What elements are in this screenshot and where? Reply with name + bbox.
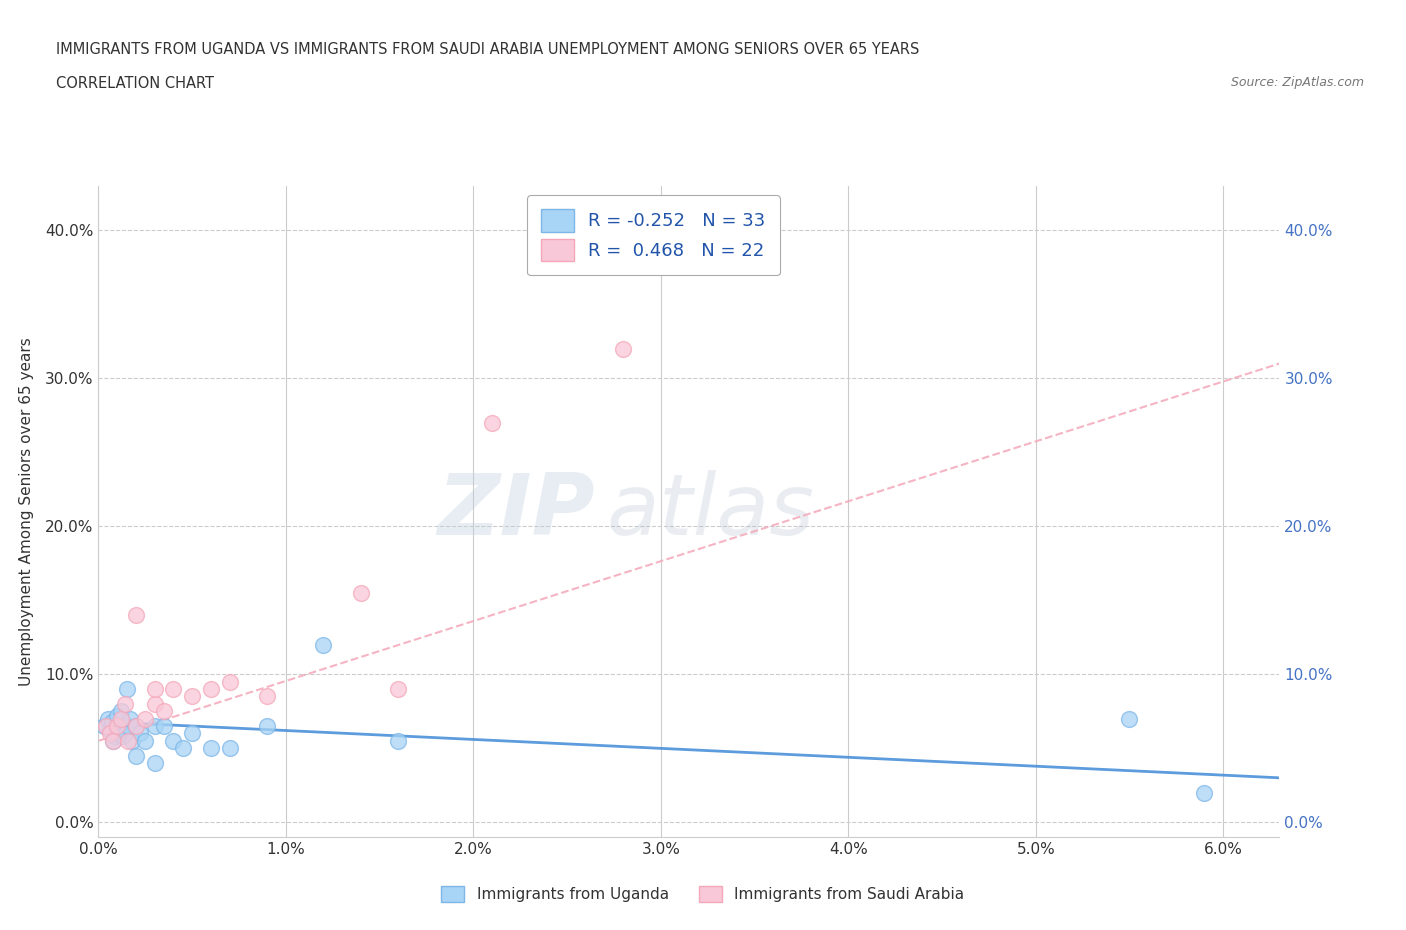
Point bbox=[105, 719, 128, 734]
Point bbox=[103, 734, 125, 749]
Point bbox=[110, 704, 132, 719]
Point bbox=[153, 704, 176, 719]
Point bbox=[181, 726, 204, 741]
Point bbox=[125, 748, 148, 763]
Text: Source: ZipAtlas.com: Source: ZipAtlas.com bbox=[1230, 76, 1364, 89]
Point bbox=[100, 714, 122, 729]
Point bbox=[481, 416, 503, 431]
Point bbox=[256, 719, 278, 734]
Point bbox=[134, 711, 156, 726]
Point bbox=[97, 711, 120, 726]
Point bbox=[1194, 785, 1216, 800]
Point bbox=[117, 734, 139, 749]
Point bbox=[153, 719, 176, 734]
Point bbox=[121, 734, 143, 749]
Point bbox=[162, 682, 184, 697]
Point bbox=[143, 697, 166, 711]
Point bbox=[387, 734, 409, 749]
Point bbox=[387, 682, 409, 697]
Point bbox=[200, 682, 222, 697]
Point bbox=[200, 741, 222, 756]
Point bbox=[98, 726, 121, 741]
Point bbox=[111, 729, 134, 744]
Point bbox=[143, 755, 166, 770]
Point bbox=[143, 682, 166, 697]
Point bbox=[612, 341, 634, 356]
Point bbox=[115, 682, 138, 697]
Point bbox=[114, 726, 136, 741]
Point bbox=[1118, 711, 1140, 726]
Point bbox=[105, 709, 128, 724]
Point bbox=[93, 719, 115, 734]
Point bbox=[143, 719, 166, 734]
Legend: Immigrants from Uganda, Immigrants from Saudi Arabia: Immigrants from Uganda, Immigrants from … bbox=[436, 880, 970, 909]
Text: ZIP: ZIP bbox=[437, 470, 595, 553]
Text: IMMIGRANTS FROM UGANDA VS IMMIGRANTS FROM SAUDI ARABIA UNEMPLOYMENT AMONG SENIOR: IMMIGRANTS FROM UGANDA VS IMMIGRANTS FRO… bbox=[56, 42, 920, 57]
Legend: R = -0.252   N = 33, R =  0.468   N = 22: R = -0.252 N = 33, R = 0.468 N = 22 bbox=[527, 195, 780, 275]
Point bbox=[98, 723, 121, 737]
Point bbox=[103, 734, 125, 749]
Point bbox=[117, 719, 139, 734]
Point bbox=[181, 689, 204, 704]
Point bbox=[125, 607, 148, 622]
Point bbox=[120, 711, 142, 726]
Point bbox=[128, 726, 150, 741]
Point bbox=[105, 726, 128, 741]
Point bbox=[134, 734, 156, 749]
Point bbox=[218, 741, 240, 756]
Point bbox=[125, 719, 148, 734]
Text: CORRELATION CHART: CORRELATION CHART bbox=[56, 76, 214, 91]
Point bbox=[172, 741, 194, 756]
Point bbox=[108, 719, 131, 734]
Point bbox=[312, 637, 335, 652]
Point bbox=[256, 689, 278, 704]
Point bbox=[218, 674, 240, 689]
Point bbox=[94, 719, 117, 734]
Point bbox=[125, 719, 148, 734]
Point bbox=[104, 729, 127, 744]
Point bbox=[162, 734, 184, 749]
Point bbox=[114, 697, 136, 711]
Point bbox=[350, 586, 373, 601]
Y-axis label: Unemployment Among Seniors over 65 years: Unemployment Among Seniors over 65 years bbox=[18, 338, 34, 686]
Point bbox=[110, 711, 132, 726]
Text: atlas: atlas bbox=[606, 470, 814, 553]
